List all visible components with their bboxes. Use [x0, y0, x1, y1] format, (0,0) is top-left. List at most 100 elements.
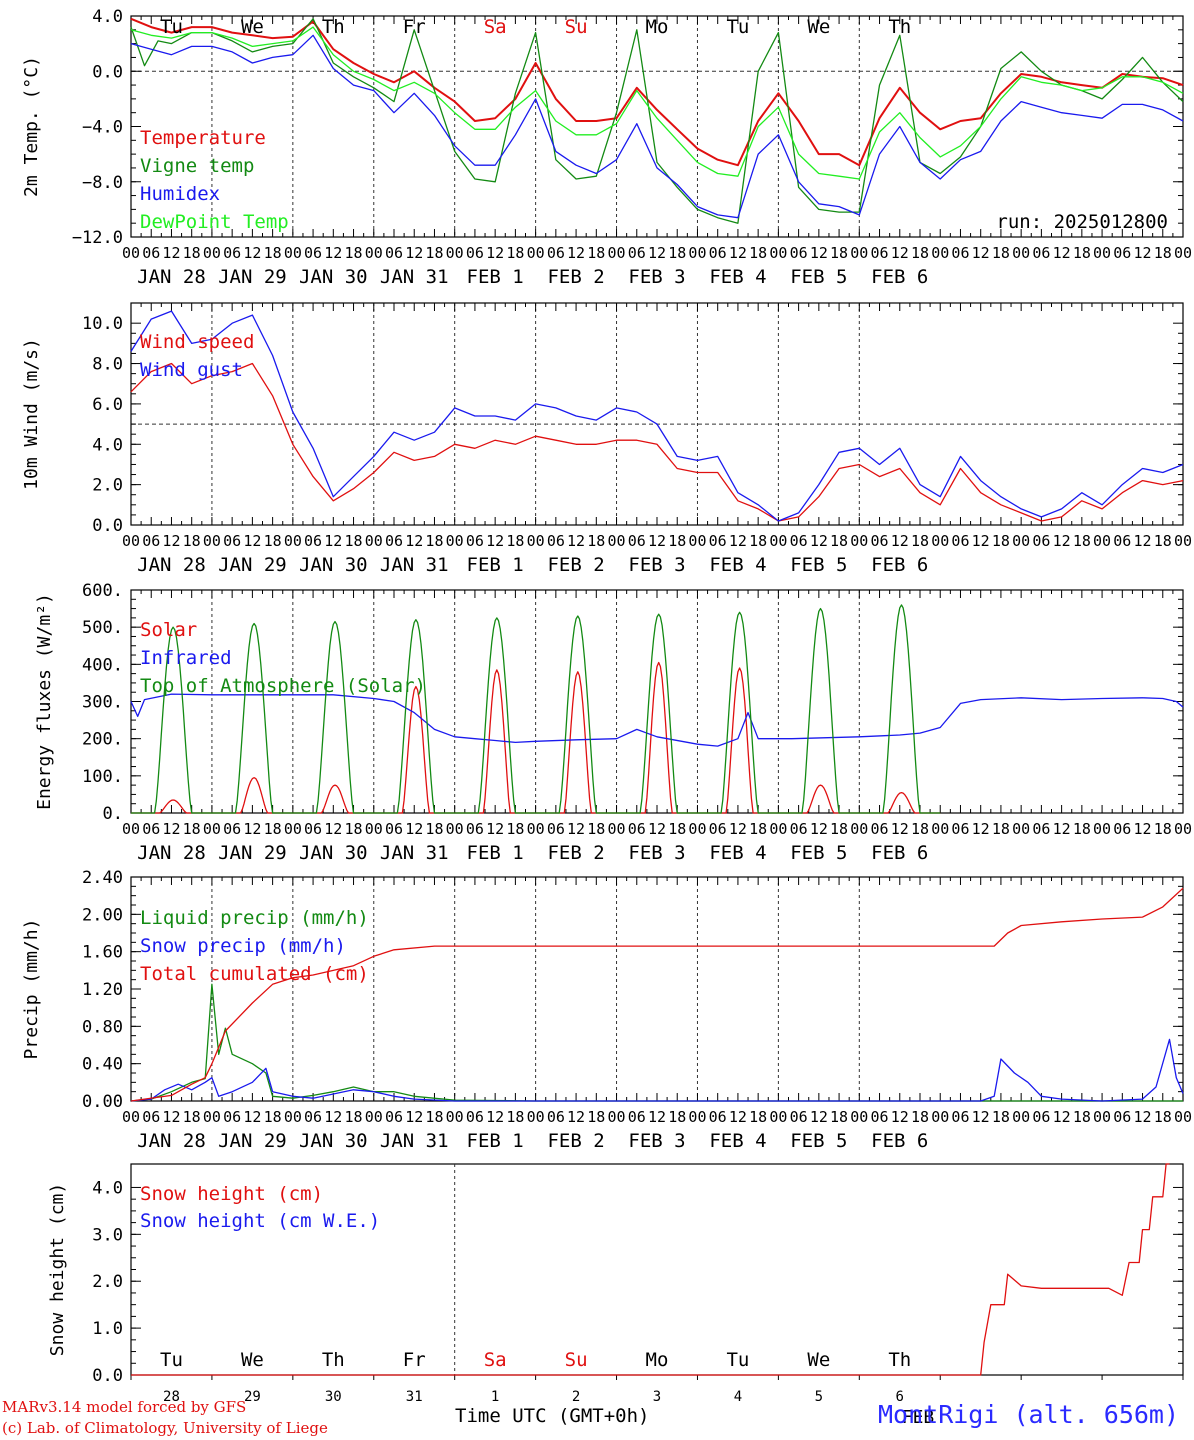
- hour-label: 00: [446, 820, 464, 838]
- hour-label: 12: [486, 244, 504, 262]
- y-tick-label: 1.60: [82, 943, 123, 963]
- hour-label: 06: [1113, 1108, 1131, 1126]
- date-label: JAN 31: [380, 266, 449, 288]
- hour-label: 12: [486, 1108, 504, 1126]
- legend-entry: Liquid precip (mm/h): [140, 907, 369, 929]
- hour-label: 06: [142, 532, 160, 550]
- date-label: JAN 28: [137, 842, 206, 864]
- hour-label: 06: [951, 244, 969, 262]
- hour-label: 18: [425, 244, 443, 262]
- series-line-temperature: [130, 17, 1184, 167]
- weekday-label: Sa: [484, 16, 507, 38]
- weekday-label: Tu: [160, 16, 183, 38]
- y-tick-label: 600.: [82, 581, 123, 601]
- hour-label: 18: [668, 1108, 686, 1126]
- date-label: FEB 5: [790, 1130, 847, 1152]
- hour-label: 00: [1012, 1108, 1030, 1126]
- hour-label: 18: [506, 820, 524, 838]
- date-label: FEB 4: [709, 554, 766, 576]
- y-tick-label: 6.0: [92, 395, 123, 415]
- hour-label: 18: [264, 532, 282, 550]
- hour-label: 00: [850, 820, 868, 838]
- lab-credit: (c) Lab. of Climatology, University of L…: [2, 1419, 328, 1437]
- y-axis-label: Precip (mm/h): [21, 919, 42, 1060]
- date-label: JAN 30: [299, 842, 368, 864]
- date-label: FEB 2: [547, 266, 604, 288]
- date-label: JAN 29: [218, 266, 287, 288]
- hour-label: 00: [365, 244, 383, 262]
- hour-label: 12: [891, 1108, 909, 1126]
- hour-label: 06: [709, 532, 727, 550]
- hour-label: 00: [122, 820, 140, 838]
- hour-label: 06: [466, 532, 484, 550]
- hour-label: 06: [1032, 820, 1050, 838]
- hour-label: 00: [446, 244, 464, 262]
- hour-label: 00: [688, 820, 706, 838]
- hour-label: 00: [931, 820, 949, 838]
- weekday-label: Th: [322, 16, 345, 38]
- hour-label: 18: [911, 532, 929, 550]
- date-label: JAN 28: [137, 266, 206, 288]
- hour-label: 12: [1053, 1108, 1071, 1126]
- hour-label: 00: [850, 244, 868, 262]
- hour-label: 00: [122, 244, 140, 262]
- feb-axis-label: FEB: [902, 1407, 935, 1428]
- hour-label: 12: [486, 532, 504, 550]
- y-tick-label: −4.0: [82, 118, 123, 138]
- panel-frame: [130, 589, 1184, 814]
- day-number-label: 1: [491, 1389, 499, 1405]
- date-label: FEB 4: [709, 266, 766, 288]
- hour-label: 12: [729, 532, 747, 550]
- hour-label: 06: [385, 532, 403, 550]
- hour-label: 06: [951, 532, 969, 550]
- date-label: FEB 6: [871, 1130, 928, 1152]
- hour-label: 00: [769, 244, 787, 262]
- hour-label: 18: [264, 244, 282, 262]
- weekday-label: Th: [322, 1349, 345, 1371]
- y-tick-label: 2.40: [82, 868, 123, 888]
- hour-label: 18: [1073, 1108, 1091, 1126]
- legend-entry: Snow height (cm): [140, 1183, 323, 1205]
- hour-label: 12: [891, 532, 909, 550]
- hour-label: 12: [891, 820, 909, 838]
- y-tick-label: 1.0: [92, 1319, 123, 1339]
- x-axis-title: Time UTC (GMT+0h): [455, 1405, 650, 1427]
- hour-label: 12: [729, 244, 747, 262]
- day-number-label: 30: [325, 1389, 342, 1405]
- hour-label: 06: [628, 244, 646, 262]
- hour-label: 12: [648, 244, 666, 262]
- series-line-top-of-atmosphere-solar-: [131, 604, 941, 814]
- weekday-label: Sa: [484, 1349, 507, 1371]
- hour-label: 06: [709, 244, 727, 262]
- hour-label: 06: [1113, 244, 1131, 262]
- hour-label: 06: [142, 1108, 160, 1126]
- hour-label: 12: [162, 1108, 180, 1126]
- legend-entry: Vigne temp: [140, 155, 254, 177]
- hour-label: 18: [425, 532, 443, 550]
- hour-label: 06: [385, 244, 403, 262]
- hour-label: 06: [547, 244, 565, 262]
- y-tick-label: 100.: [82, 767, 123, 787]
- hour-label: 12: [243, 820, 261, 838]
- date-label: FEB 4: [709, 842, 766, 864]
- hour-label: 18: [992, 244, 1010, 262]
- y-tick-label: 400.: [82, 655, 123, 675]
- hour-label: 00: [1012, 820, 1030, 838]
- hour-label: 18: [587, 244, 605, 262]
- hour-label: 18: [911, 1108, 929, 1126]
- hour-label: 00: [608, 532, 626, 550]
- hour-label: 00: [365, 820, 383, 838]
- series-line-snow-height-cm-: [131, 1163, 1170, 1376]
- hour-label: 12: [567, 532, 585, 550]
- weekday-label: Su: [565, 1349, 588, 1371]
- weekday-label: Mo: [646, 16, 669, 38]
- hour-label: 00: [1012, 532, 1030, 550]
- hour-label: 12: [972, 1108, 990, 1126]
- hour-label: 00: [608, 1108, 626, 1126]
- hour-label: 06: [304, 532, 322, 550]
- date-label: FEB 6: [871, 554, 928, 576]
- hour-label: 06: [223, 1108, 241, 1126]
- hour-label: 12: [243, 532, 261, 550]
- series-line-vigne-temp: [130, 18, 1184, 224]
